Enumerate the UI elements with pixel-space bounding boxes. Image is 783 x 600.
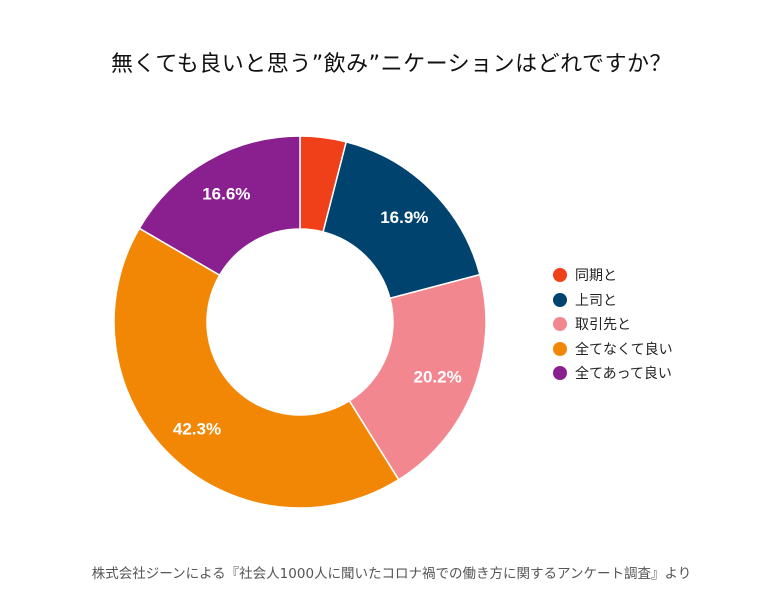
legend-label: 取引先と — [575, 317, 631, 334]
donut-slices — [113, 135, 487, 509]
slice-data-label: 16.6% — [202, 185, 250, 204]
donut-slice — [322, 140, 481, 300]
slice-data-label: 42.3% — [173, 419, 221, 438]
legend-label: 全てなくて良い — [575, 341, 673, 358]
source-note: 株式会社ジーンによる『社会人1000人に聞いたコロナ禍での働き方に関するアンケー… — [91, 566, 692, 582]
legend-item: 全てなくて良い — [553, 337, 673, 362]
legend-swatch — [553, 317, 567, 332]
slice-data-label: 20.2% — [413, 368, 461, 387]
legend-swatch — [553, 268, 567, 283]
legend-label: 上司と — [575, 292, 617, 309]
legend-item: 取引先と — [553, 312, 673, 337]
donut-data-labels: 16.9% 20.2% 42.3% 16.6% — [173, 185, 462, 439]
slice-data-label: 16.9% — [380, 208, 428, 227]
legend-swatch — [553, 292, 567, 307]
donut-slice — [348, 273, 487, 481]
chart-legend: 同期と上司と取引先と全てなくて良い 全てあって良い — [553, 263, 673, 386]
legend-item: 全てあって良い — [553, 361, 673, 386]
legend-label: 同期と — [575, 268, 617, 285]
donut-slice — [138, 135, 301, 277]
chart-title: 無くても良いと思う”飲み”ニケーションはどれですか？ — [111, 52, 672, 77]
legend-item: 同期と — [553, 263, 673, 288]
donut-slice — [113, 227, 400, 509]
legend-swatch — [553, 366, 567, 381]
legend-swatch — [553, 341, 567, 356]
legend-item: 上司と — [553, 288, 673, 313]
legend-label: 全てあって良い — [575, 366, 672, 383]
